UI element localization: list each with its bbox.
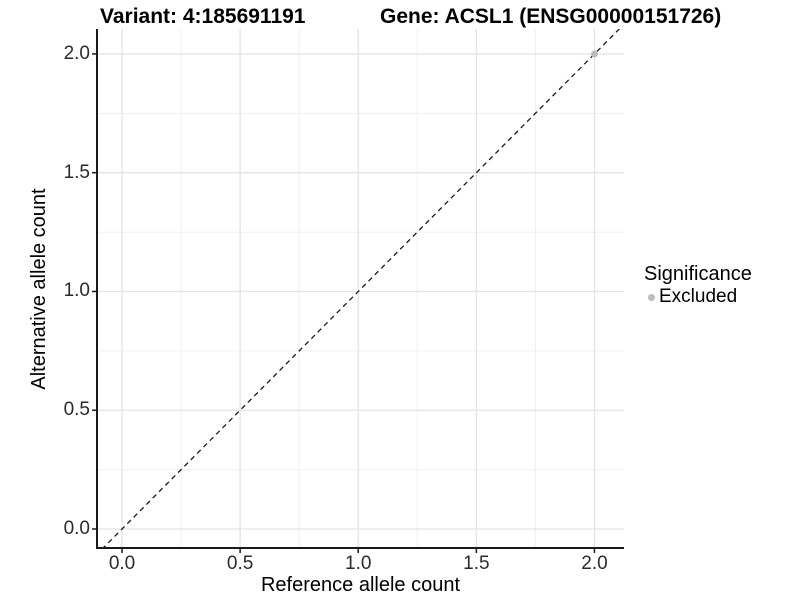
y-tick-label: 1.5: [63, 161, 90, 183]
data-point: [590, 50, 598, 58]
x-tick-label: 2.0: [581, 553, 608, 574]
legend-item-label: Excluded: [659, 286, 738, 307]
x-tick-label: 0.0: [108, 553, 136, 574]
y-tick-label: 2.0: [63, 42, 90, 64]
y-axis-title: Alternative allele count: [28, 188, 50, 390]
x-tick-label: 0.5: [226, 553, 254, 574]
y-tick-label: 1.0: [63, 280, 90, 302]
plot-panel: [92, 29, 624, 553]
legend-item-excluded: Excluded: [644, 286, 752, 308]
legend-title: Significance: [644, 263, 752, 285]
legend-key: [644, 290, 658, 304]
x-axis-title: Reference allele count: [260, 574, 460, 596]
x-tick-label: 1.0: [345, 553, 372, 574]
identity-dashed-line: [102, 29, 621, 548]
x-tick-label: 1.5: [463, 553, 490, 574]
plot-title-gene: Gene: ACSL1 (ENSG00000151726): [380, 5, 722, 28]
axis-line: [96, 29, 624, 549]
legend: Significance Excluded: [644, 262, 752, 308]
y-tick-label: 0.0: [63, 517, 90, 539]
plot-title-variant: Variant: 4:185691191: [100, 5, 306, 28]
excluded-point-icon: [647, 293, 655, 301]
y-tick-label: 0.5: [63, 399, 90, 421]
